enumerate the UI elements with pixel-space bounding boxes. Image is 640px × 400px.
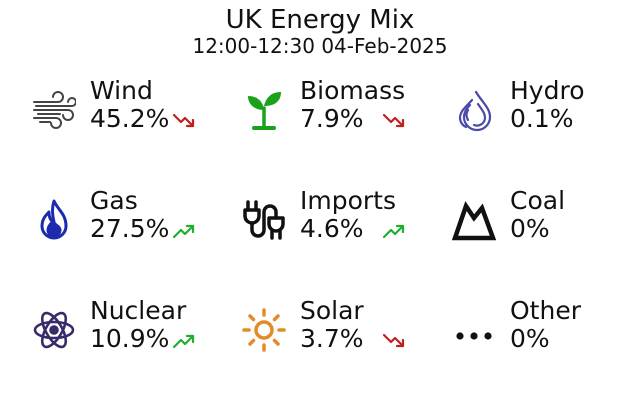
trend-up-icon <box>172 222 196 240</box>
source-name: Solar <box>300 296 364 325</box>
source-name: Wind <box>90 76 153 105</box>
source-name: Other <box>510 296 581 325</box>
trend-up-icon <box>172 332 196 350</box>
source-percentage: 7.9% <box>300 104 364 133</box>
tile-hydro: Hydro 0.1% <box>452 76 640 156</box>
trend-down-icon <box>382 332 406 350</box>
sprout-icon <box>242 88 286 132</box>
trend-up-icon <box>382 222 406 240</box>
source-name: Gas <box>90 186 138 215</box>
tile-other: Other 0% <box>452 296 640 376</box>
ellipsis-icon <box>452 308 496 352</box>
source-percentage: 0% <box>510 214 550 243</box>
time-range: 12:00-12:30 04-Feb-2025 <box>192 34 448 58</box>
header: UK Energy Mix 12:00-12:30 04-Feb-2025 <box>0 4 640 58</box>
wind-icon <box>32 88 76 132</box>
power-plug-icon <box>242 198 286 242</box>
source-percentage: 27.5% <box>90 214 170 243</box>
source-name: Imports <box>300 186 396 215</box>
tile-wind: Wind 45.2% <box>32 76 232 156</box>
tile-coal: Coal 0% <box>452 186 640 266</box>
tile-nuclear: Nuclear 10.9% <box>32 296 232 376</box>
source-percentage: 4.6% <box>300 214 364 243</box>
mountain-icon <box>452 198 496 242</box>
flame-icon <box>32 198 76 242</box>
page-title: UK Energy Mix <box>225 5 415 35</box>
source-name: Nuclear <box>90 296 187 325</box>
atom-icon <box>32 308 76 352</box>
trend-down-icon <box>382 112 406 130</box>
source-name: Biomass <box>300 76 406 105</box>
tile-gas: Gas 27.5% <box>32 186 232 266</box>
source-percentage: 0.1% <box>510 104 574 133</box>
source-name: Coal <box>510 186 566 215</box>
source-name: Hydro <box>510 76 585 105</box>
tile-biomass: Biomass 7.9% <box>242 76 442 156</box>
source-percentage: 3.7% <box>300 324 364 353</box>
source-percentage: 10.9% <box>90 324 170 353</box>
tile-imports: Imports 4.6% <box>242 186 442 266</box>
source-percentage: 0% <box>510 324 550 353</box>
water-drop-icon <box>452 88 496 132</box>
tile-solar: Solar 3.7% <box>242 296 442 376</box>
trend-down-icon <box>172 112 196 130</box>
sun-icon <box>242 308 286 352</box>
source-percentage: 45.2% <box>90 104 170 133</box>
